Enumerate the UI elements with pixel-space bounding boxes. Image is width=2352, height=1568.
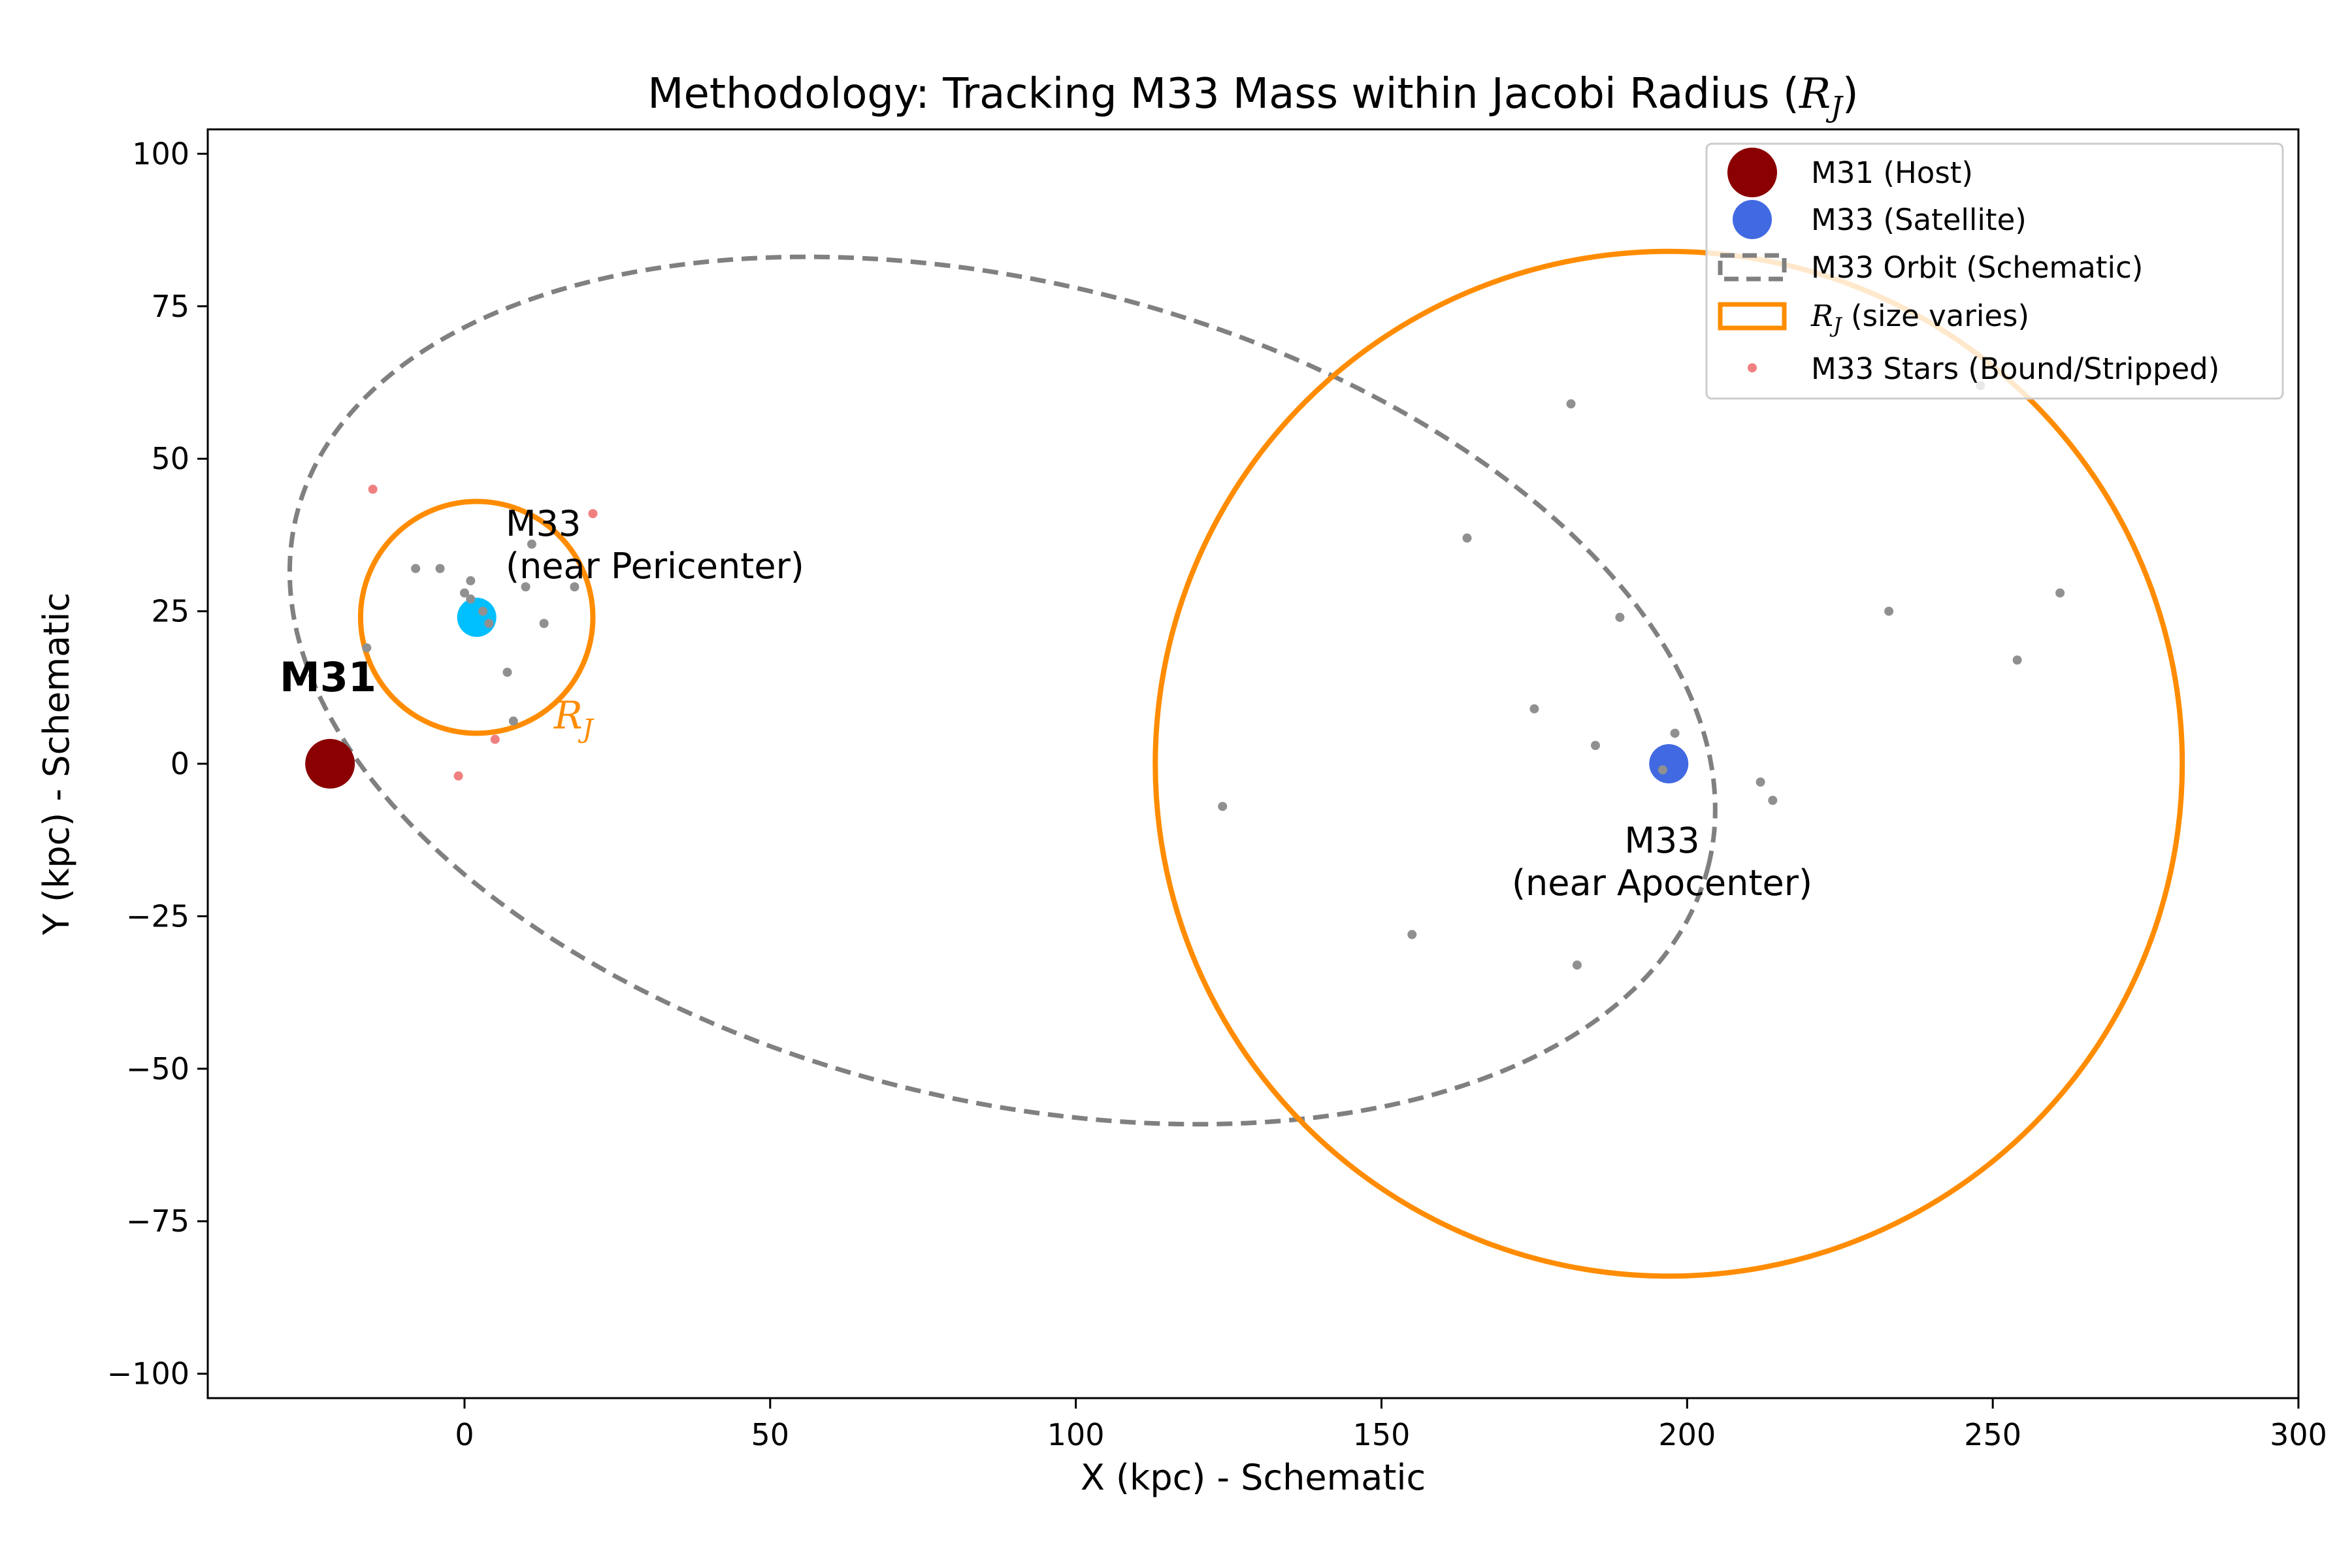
y-tick-label: −50 <box>126 1051 189 1086</box>
x-tick-label: 100 <box>1047 1417 1105 1452</box>
y-tick-label: −25 <box>126 898 189 934</box>
star-point <box>1768 796 1778 806</box>
x-axis-label: X (kpc) - Schematic <box>1081 1457 1426 1498</box>
legend-marker-orbit <box>1718 253 1787 282</box>
star-point <box>1462 533 1472 543</box>
y-tick-label: 75 <box>151 289 189 324</box>
star-point <box>570 582 580 592</box>
pericenter-annotation-line2: (near Pericenter) <box>506 546 804 587</box>
star-point <box>521 582 531 592</box>
legend-label-rj: RJ (size varies) <box>1810 299 2029 338</box>
legend-marker-m31 <box>1727 148 1777 197</box>
x-tick-label: 250 <box>1964 1417 2021 1452</box>
x-axis-ticks: 0 50 100 150 200 250 300 <box>455 1398 2327 1452</box>
star-point <box>1572 960 1582 970</box>
star-point <box>435 564 445 574</box>
star-point <box>2012 655 2022 665</box>
star-point-stripped <box>588 509 598 519</box>
star-point <box>1529 704 1539 713</box>
m33-pericenter-marker <box>457 597 497 637</box>
star-point <box>2055 588 2065 598</box>
apocenter-annotation-line2: (near Apocenter) <box>1512 862 1812 904</box>
star-point <box>459 588 469 598</box>
y-tick-label: 25 <box>151 594 189 629</box>
y-tick-label: 50 <box>151 441 189 476</box>
star-point-stripped <box>368 484 378 494</box>
star-point <box>466 594 476 604</box>
y-tick-label: 100 <box>132 136 189 171</box>
star-point <box>1407 930 1417 939</box>
star-point <box>1756 777 1765 787</box>
m33-apocenter-marker <box>1649 744 1689 783</box>
y-axis-ticks: −100 −75 −50 −25 0 25 50 75 100 <box>107 136 208 1392</box>
star-point <box>1566 399 1576 409</box>
legend-marker-m33 <box>1733 200 1772 239</box>
star-point <box>1884 606 1894 616</box>
star-point <box>1590 740 1600 750</box>
legend: M31 (Host) M33 (Satellite) M33 Orbit (Sc… <box>1705 142 2284 400</box>
star-point-stripped <box>453 771 463 781</box>
chart-title: Methodology: Tracking M33 Mass within Ja… <box>647 70 1858 124</box>
legend-label-m33: M33 (Satellite) <box>1811 203 2027 237</box>
star-point <box>1658 765 1667 775</box>
star-point <box>484 619 494 629</box>
legend-label-stars: M33 Stars (Bound/Stripped) <box>1811 351 2219 386</box>
x-tick-label: 0 <box>455 1417 474 1452</box>
star-point <box>362 643 372 653</box>
legend-marker-stars <box>1748 363 1757 372</box>
plot-marks <box>287 248 2185 1279</box>
y-axis-label: Y (kpc) - Schematic <box>36 593 77 936</box>
star-point <box>508 716 518 726</box>
star-point <box>539 619 549 629</box>
jacobi-radius-circle-1 <box>357 498 596 736</box>
legend-label-m31: M31 (Host) <box>1811 155 1973 190</box>
orbit-ellipse <box>287 254 1718 1127</box>
y-tick-label: −75 <box>126 1203 189 1239</box>
legend-box <box>1705 142 2284 400</box>
y-tick-label: 0 <box>171 746 189 781</box>
m31-marker <box>305 739 355 789</box>
jacobi-radius-circle-2 <box>1152 248 2185 1279</box>
m31-annotation: M31 <box>280 653 376 701</box>
star-point <box>1218 802 1228 811</box>
star-point-stripped <box>490 734 500 744</box>
star-point <box>478 606 488 616</box>
star-point <box>502 667 512 677</box>
pericenter-annotation-line1: M33 <box>506 503 581 544</box>
star-point <box>1670 728 1680 738</box>
rj-annotation: RJ <box>553 693 595 744</box>
annotations: M31 M33 (near Pericenter) M33 (near Apoc… <box>280 503 1812 904</box>
legend-marker-rj <box>1718 302 1787 331</box>
x-tick-label: 50 <box>751 1417 790 1452</box>
apocenter-annotation-line1: M33 <box>1624 820 1699 861</box>
y-tick-label: −100 <box>107 1356 189 1392</box>
star-point <box>527 539 536 549</box>
x-tick-label: 200 <box>1658 1417 1716 1452</box>
x-tick-label: 150 <box>1353 1417 1411 1452</box>
star-point <box>466 576 476 585</box>
legend-label-orbit: M33 Orbit (Schematic) <box>1811 250 2143 285</box>
star-point <box>1615 612 1625 622</box>
x-tick-label: 300 <box>2270 1417 2327 1452</box>
star-point <box>411 564 421 574</box>
